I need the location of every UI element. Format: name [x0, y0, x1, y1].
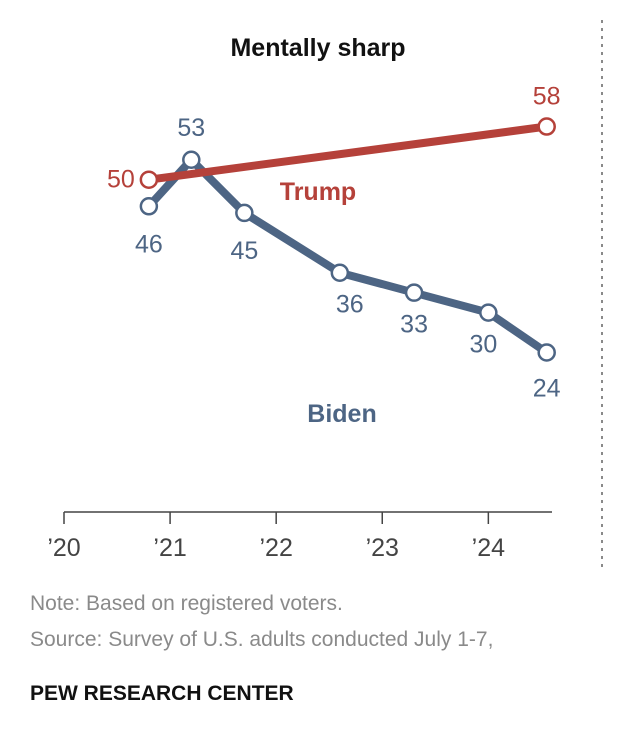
data-point-biden	[537, 343, 556, 362]
x-tick-label: ’24	[472, 534, 505, 562]
data-label-biden: 53	[177, 114, 205, 142]
pew-logo-text: PEW RESEARCH CENTER	[30, 682, 294, 705]
series-name-trump: Trump	[280, 178, 356, 206]
data-point-biden	[479, 303, 498, 322]
data-point-biden	[330, 263, 350, 282]
data-label-trump: 50	[107, 166, 135, 194]
source-text: Source: Survey of U.S. adults conducted …	[30, 628, 494, 651]
x-tick-label: ’23	[366, 534, 399, 562]
chart: Mentally sharp ’20 ’21 ’22 ’23 ’24 Trump Bide…	[47, 20, 603, 568]
data-point-biden	[404, 283, 424, 302]
data-label-biden: 33	[400, 311, 428, 339]
series-line-trump	[144, 122, 551, 184]
chart-title: Mentally sharp	[230, 34, 405, 62]
data-label-biden: 36	[336, 291, 364, 319]
x-tick-label: ’20	[47, 534, 80, 562]
data-point-trump	[139, 170, 159, 189]
note-text: Note: Based on registered voters.	[30, 592, 343, 615]
x-tick-label: ’22	[259, 534, 292, 562]
data-label-trump: 58	[533, 83, 561, 111]
data-point-biden	[235, 203, 254, 223]
data-point-biden	[139, 197, 159, 216]
data-point-biden	[182, 150, 201, 170]
x-tick-label: ’21	[153, 534, 186, 562]
data-label-biden: 46	[135, 230, 163, 258]
data-label-biden: 30	[469, 331, 497, 359]
data-point-trump	[537, 117, 556, 136]
series-name-biden: Biden	[307, 400, 376, 428]
data-label-biden: 45	[230, 237, 258, 265]
data-label-biden: 24	[533, 374, 561, 402]
